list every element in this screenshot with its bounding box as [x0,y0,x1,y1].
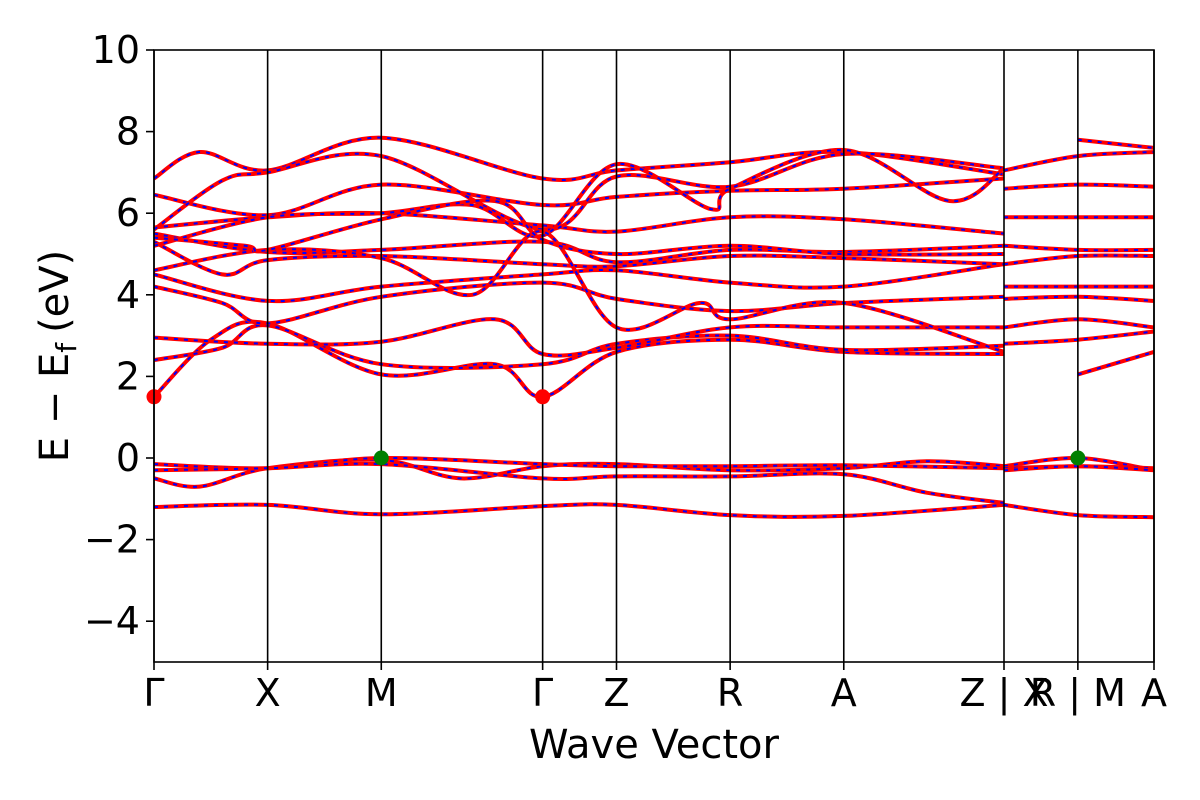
y-axis-title-subscript: f [50,342,83,353]
y-axis-title-main: E − E [32,353,78,463]
band-line-0-0 [153,502,1005,519]
band-line-4-0 [152,319,1005,399]
band-overlay-9-1 [1003,254,1155,266]
band-line-8-0 [153,262,1005,304]
x-tick-label-7: Z | X [959,671,1048,716]
band-overlay-6-1 [1003,318,1155,329]
plot-frame [153,49,1155,663]
band-overlay-16-0 [153,230,1005,353]
band-line-9-1 [1003,253,1155,267]
band-overlay-15-0 [153,148,1005,247]
band-overlay-14-1 [1077,138,1155,149]
x-tick-label-4: Z [603,671,629,715]
band-overlay-5-0 [153,324,1005,369]
band-line-0-1 [1003,502,1155,520]
x-tick-label-2: M [365,671,398,715]
y-tick-label-6: 8 [116,110,140,154]
band-overlay-5-1 [1003,330,1155,345]
band-overlay-12-1 [1003,183,1155,190]
vbm-marker-3 [1070,450,1086,466]
band-overlay-10-1 [1003,244,1155,252]
band-line-5-0 [153,323,1005,370]
band-overlay-4-0 [153,320,1005,398]
x-tick-label-8: R | M [1030,671,1126,716]
y-tick-label-3: 2 [116,354,140,398]
band-overlay-12-0 [153,177,1005,217]
band-line-3-0 [153,461,1005,505]
x-tick-label-9: A [1141,671,1167,715]
band-line-4-1 [1077,349,1155,377]
y-tick-label-4: 4 [116,273,140,317]
y-tick-label-5: 6 [116,191,140,235]
x-tick-label-5: R [717,671,743,715]
kpoint-separators [153,50,1155,662]
y-tick-label-0: −4 [84,599,140,643]
band-line-17-0 [153,198,1005,257]
y-axis-title-unit: (eV) [32,250,78,333]
y-tick-label-7: 10 [92,28,140,72]
x-axis-ticks: Γ X M Γ Z R A Z | XR | M A [143,662,1167,716]
x-axis-title: Wave Vector [529,722,780,768]
x-tick-label-1: X [255,671,281,715]
cbm-marker-1 [535,389,551,405]
vbm-marker-2 [373,450,389,466]
x-tick-label-6: A [831,671,857,715]
y-axis-title: E − Ef (eV) [32,250,83,463]
band-overlay-9-0 [153,240,1005,276]
band-line-13-1 [1003,150,1155,173]
x-tick-label-0: Γ [143,671,164,715]
y-tick-label-1: −2 [84,518,140,562]
band-overlay-3-1 [1003,465,1155,472]
x-tick-label-3: Γ [532,671,553,715]
band-overlay-8-0 [153,263,1005,303]
band-overlay-3-0 [153,462,1005,504]
y-axis-ticks: −4 −2 0 2 4 6 8 10 [84,28,154,643]
band-overlay-0-1 [1003,503,1155,519]
y-tick-label-2: 0 [116,436,140,480]
